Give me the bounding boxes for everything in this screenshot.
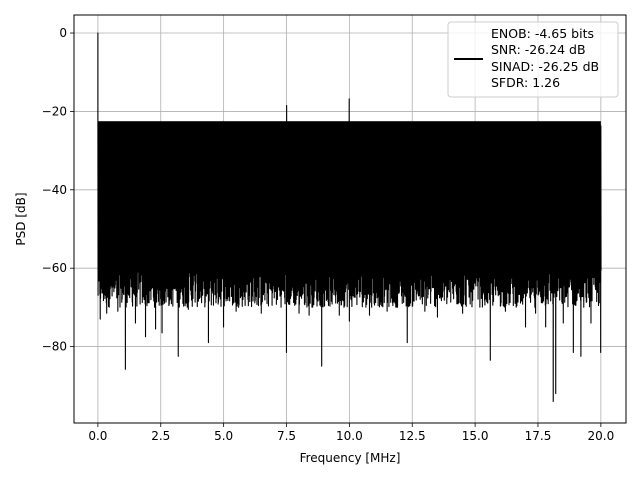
x-tick-label: 5.0 [214, 429, 233, 443]
x-tick-label: 2.5 [151, 429, 170, 443]
y-axis-ticks: 0 −20 −40 −60 −80 [42, 26, 74, 354]
plot-frame [73, 14, 627, 424]
legend-sinad: SINAD: -26.25 dB [491, 59, 599, 74]
y-tick-label: 0 [59, 26, 67, 40]
x-axis-ticks: 0.0 2.5 5.0 7.5 10.0 12.5 15.0 17.5 20.0 [88, 423, 614, 443]
y-tick-label: −20 [42, 104, 67, 118]
y-tick-label: −40 [42, 183, 67, 197]
x-tick-label: 20.0 [587, 429, 614, 443]
psd-noise-band [97, 121, 601, 261]
x-axis-label: Frequency [MHz] [300, 451, 401, 465]
x-tick-label: 15.0 [462, 429, 489, 443]
legend-enob: ENOB: -4.65 bits [491, 26, 594, 41]
x-tick-label: 7.5 [277, 429, 296, 443]
legend-snr: SNR: -26.24 dB [491, 42, 586, 57]
y-axis-label: PSD [dB] [14, 192, 28, 245]
x-tick-label: 0.0 [88, 429, 107, 443]
legend-box [447, 21, 619, 98]
legend: ENOB: -4.65 bits SNR: -26.24 dB SINAD: -… [447, 21, 619, 98]
psd-trace-layer [97, 32, 602, 402]
y-tick-label: −60 [42, 261, 67, 275]
x-tick-label: 12.5 [399, 429, 426, 443]
x-tick-label: 17.5 [525, 429, 552, 443]
x-tick-label: 10.0 [336, 429, 363, 443]
y-tick-label: −80 [42, 340, 67, 354]
legend-sfdr: SFDR: 1.26 [491, 75, 560, 90]
